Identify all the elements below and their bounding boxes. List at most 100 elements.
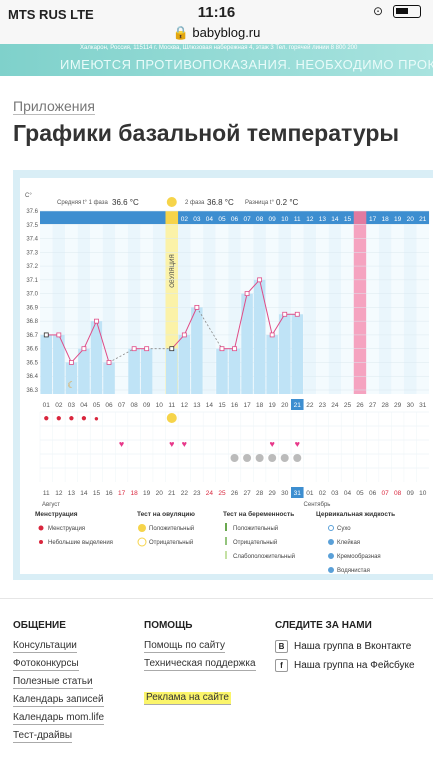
date-label: 13 — [68, 490, 76, 497]
day-header-bar — [40, 211, 430, 224]
rotation-lock-icon: ⊙ — [372, 4, 383, 18]
footer-link[interactable]: Техническая поддержка — [144, 658, 256, 671]
temp-point — [43, 332, 49, 338]
menstruation-drop-icon: ● — [56, 413, 62, 424]
temp-bar — [53, 334, 65, 394]
y-tick-label: 36.5 — [26, 360, 38, 366]
banner-warning: ИМЕЮТСЯ ПРОТИВОПОКАЗАНИЯ. НЕОБХОДИМО ПРО… — [60, 57, 433, 72]
vk-icon: B — [275, 640, 288, 653]
top-day-label: 04 — [206, 216, 214, 223]
breadcrumb[interactable]: Приложения — [13, 98, 95, 115]
vk-link[interactable]: B Наша группа в Вконтакте — [275, 640, 415, 653]
temp-point — [194, 304, 200, 310]
url-text: babyblog.ru — [192, 25, 261, 40]
cycle-day-label: 26 — [356, 402, 364, 409]
legend-item: Небольшие выделения — [48, 540, 113, 546]
cycle-day-label: 23 — [319, 402, 327, 409]
menstruation-drop-icon: ● — [43, 413, 49, 424]
temp-point — [232, 346, 237, 352]
pill-icon — [255, 454, 264, 462]
temp-point — [169, 346, 175, 352]
day-column — [416, 224, 430, 394]
date-label: 05 — [356, 490, 364, 497]
address-bar[interactable]: 🔒 babyblog.ru — [172, 25, 261, 40]
pregtest-weak-icon — [225, 551, 227, 559]
temp-point — [56, 332, 62, 338]
legend-heading: Тест на беременность — [223, 510, 294, 518]
temp-bar — [140, 348, 153, 394]
clock: 11:16 — [197, 4, 236, 21]
footer-link[interactable]: Тест-драйвы — [13, 730, 73, 743]
legend-item: Отрицательный — [149, 539, 193, 546]
footer-link[interactable]: Фотоконкурсы — [13, 658, 79, 671]
cycle-day-label: 15 — [218, 402, 226, 409]
legend-item: Клейкая — [337, 539, 360, 546]
date-label: 21 — [168, 490, 176, 497]
temp-bar — [90, 321, 103, 394]
date-label: 28 — [256, 490, 264, 497]
fb-link[interactable]: f Наша группа на Фейсбуке — [275, 659, 415, 672]
menstruation-drop-icon: ● — [81, 413, 87, 424]
cycle-day-label: 25 — [344, 402, 352, 409]
y-tick-label: 36.3 — [26, 388, 38, 394]
cycle-day-label: 02 — [55, 402, 63, 409]
legend-item: Положительный — [149, 525, 194, 532]
pregtest-negative-icon — [225, 537, 227, 545]
footer-link-ads[interactable]: Реклама на сайте — [144, 692, 231, 705]
date-label: 07 — [382, 490, 390, 497]
heart-icon: ♥ — [270, 439, 275, 449]
cycle-day-label: 14 — [206, 402, 214, 409]
footer-link[interactable]: Полезные статьи — [13, 676, 93, 689]
temp-point — [244, 291, 250, 297]
temp-point — [68, 360, 74, 365]
top-day-label: 20 — [407, 216, 415, 223]
y-tick-label: 37.2 — [26, 264, 38, 270]
highlight-date-cell — [291, 487, 304, 498]
footer-link[interactable]: Календарь записей — [13, 694, 104, 707]
pill-icon — [243, 454, 252, 462]
top-day-label: 17 — [369, 216, 377, 223]
y-tick-label: 37.6 — [26, 209, 38, 215]
cycle-day-label: 21 — [294, 402, 302, 409]
day-column — [65, 224, 78, 394]
footer-link[interactable]: Календарь mom.life — [13, 712, 105, 725]
top-day-label: 09 — [269, 216, 277, 223]
day-column — [391, 224, 404, 394]
cycle-day-label: 13 — [193, 402, 201, 409]
heart-icon: ♥ — [169, 439, 174, 449]
battery-icon — [393, 5, 421, 18]
menstruation-icon — [38, 525, 44, 531]
page-title: Графики базальной температуры — [13, 120, 400, 146]
footer-heading: ПОМОЩЬ — [144, 620, 193, 631]
cycle-day-label: 18 — [256, 402, 264, 409]
footer-link[interactable]: Помощь по сайту — [144, 640, 225, 653]
ad-banner[interactable]: Халкарон, Россия, 115114 г. Москва, Шлюз… — [0, 44, 433, 76]
legend-item: Кремообразная — [337, 554, 381, 560]
cervical-icon — [328, 567, 334, 573]
day-column — [115, 224, 128, 394]
legend-item: Водянистая — [337, 568, 370, 574]
cycle-day-label: 20 — [281, 402, 289, 409]
temp-point — [257, 277, 263, 283]
date-label: 01 — [306, 490, 314, 497]
month-label: Август — [42, 502, 60, 508]
temp-point — [144, 346, 150, 352]
legend-item: Положительный — [233, 525, 278, 532]
status-bar: MTS RUS LTE 11:16 🔒 babyblog.ru ⊙ — [0, 0, 433, 44]
cervical-icon — [328, 539, 334, 545]
cervical-icon — [328, 525, 334, 531]
temp-bar — [128, 348, 140, 394]
date-label: 12 — [55, 490, 63, 497]
pill-icon — [280, 454, 289, 462]
date-label: 10 — [419, 490, 427, 497]
temp-line-segment — [234, 293, 248, 349]
date-label: 30 — [281, 490, 289, 497]
footer-link[interactable]: Консультации — [13, 640, 77, 653]
temp-bar — [253, 279, 266, 394]
top-day-label: 08 — [256, 216, 264, 223]
phase1-label: Средняя t° 1 фаза — [57, 200, 109, 206]
y-tick-label: 36.7 — [26, 333, 38, 339]
top-day-label: 19 — [394, 216, 402, 223]
date-label: 16 — [105, 490, 113, 497]
menstruation-drop-icon: ● — [68, 413, 74, 424]
